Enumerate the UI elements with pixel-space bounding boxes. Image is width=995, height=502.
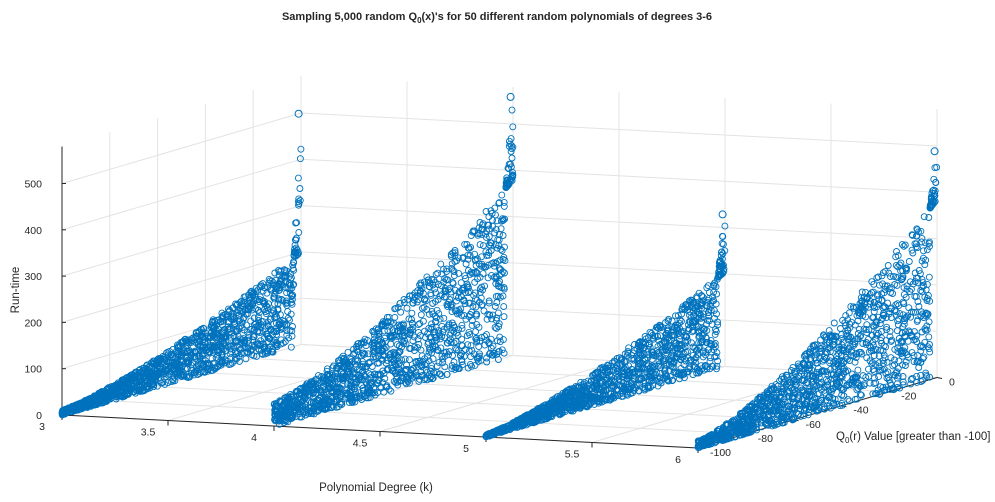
data-point <box>345 349 351 355</box>
data-point <box>831 320 837 326</box>
data-point <box>885 263 891 269</box>
data-point <box>926 274 932 280</box>
data-point <box>494 300 500 306</box>
data-point <box>297 156 303 162</box>
data-point <box>901 243 907 249</box>
data-point <box>418 312 424 318</box>
data-point <box>297 186 303 192</box>
data-point <box>450 353 456 359</box>
side-grid-line <box>62 113 301 184</box>
series-degree-6 <box>695 148 940 451</box>
data-point <box>409 310 415 316</box>
data-point <box>509 107 515 113</box>
data-points <box>59 93 940 450</box>
z-tick-mark <box>937 378 942 379</box>
series-degree-4 <box>271 93 516 427</box>
series-degree-3 <box>59 110 304 418</box>
data-point <box>435 270 441 276</box>
data-point <box>501 314 507 320</box>
data-point <box>409 320 415 326</box>
data-point <box>707 358 713 364</box>
data-point <box>845 396 851 402</box>
data-point <box>500 233 506 239</box>
data-point <box>459 336 465 342</box>
floor-grid-line <box>158 387 794 420</box>
data-point <box>706 289 712 295</box>
data-point <box>398 309 404 315</box>
data-point <box>481 308 487 314</box>
data-point <box>441 315 447 321</box>
data-point <box>867 380 873 386</box>
data-point <box>926 334 932 340</box>
data-point <box>490 217 496 223</box>
data-point <box>499 192 505 198</box>
floor-grid-line <box>110 401 746 434</box>
side-grid-line <box>62 159 301 230</box>
data-point <box>509 155 515 161</box>
side-grid-line <box>62 206 301 277</box>
data-point <box>458 280 464 286</box>
